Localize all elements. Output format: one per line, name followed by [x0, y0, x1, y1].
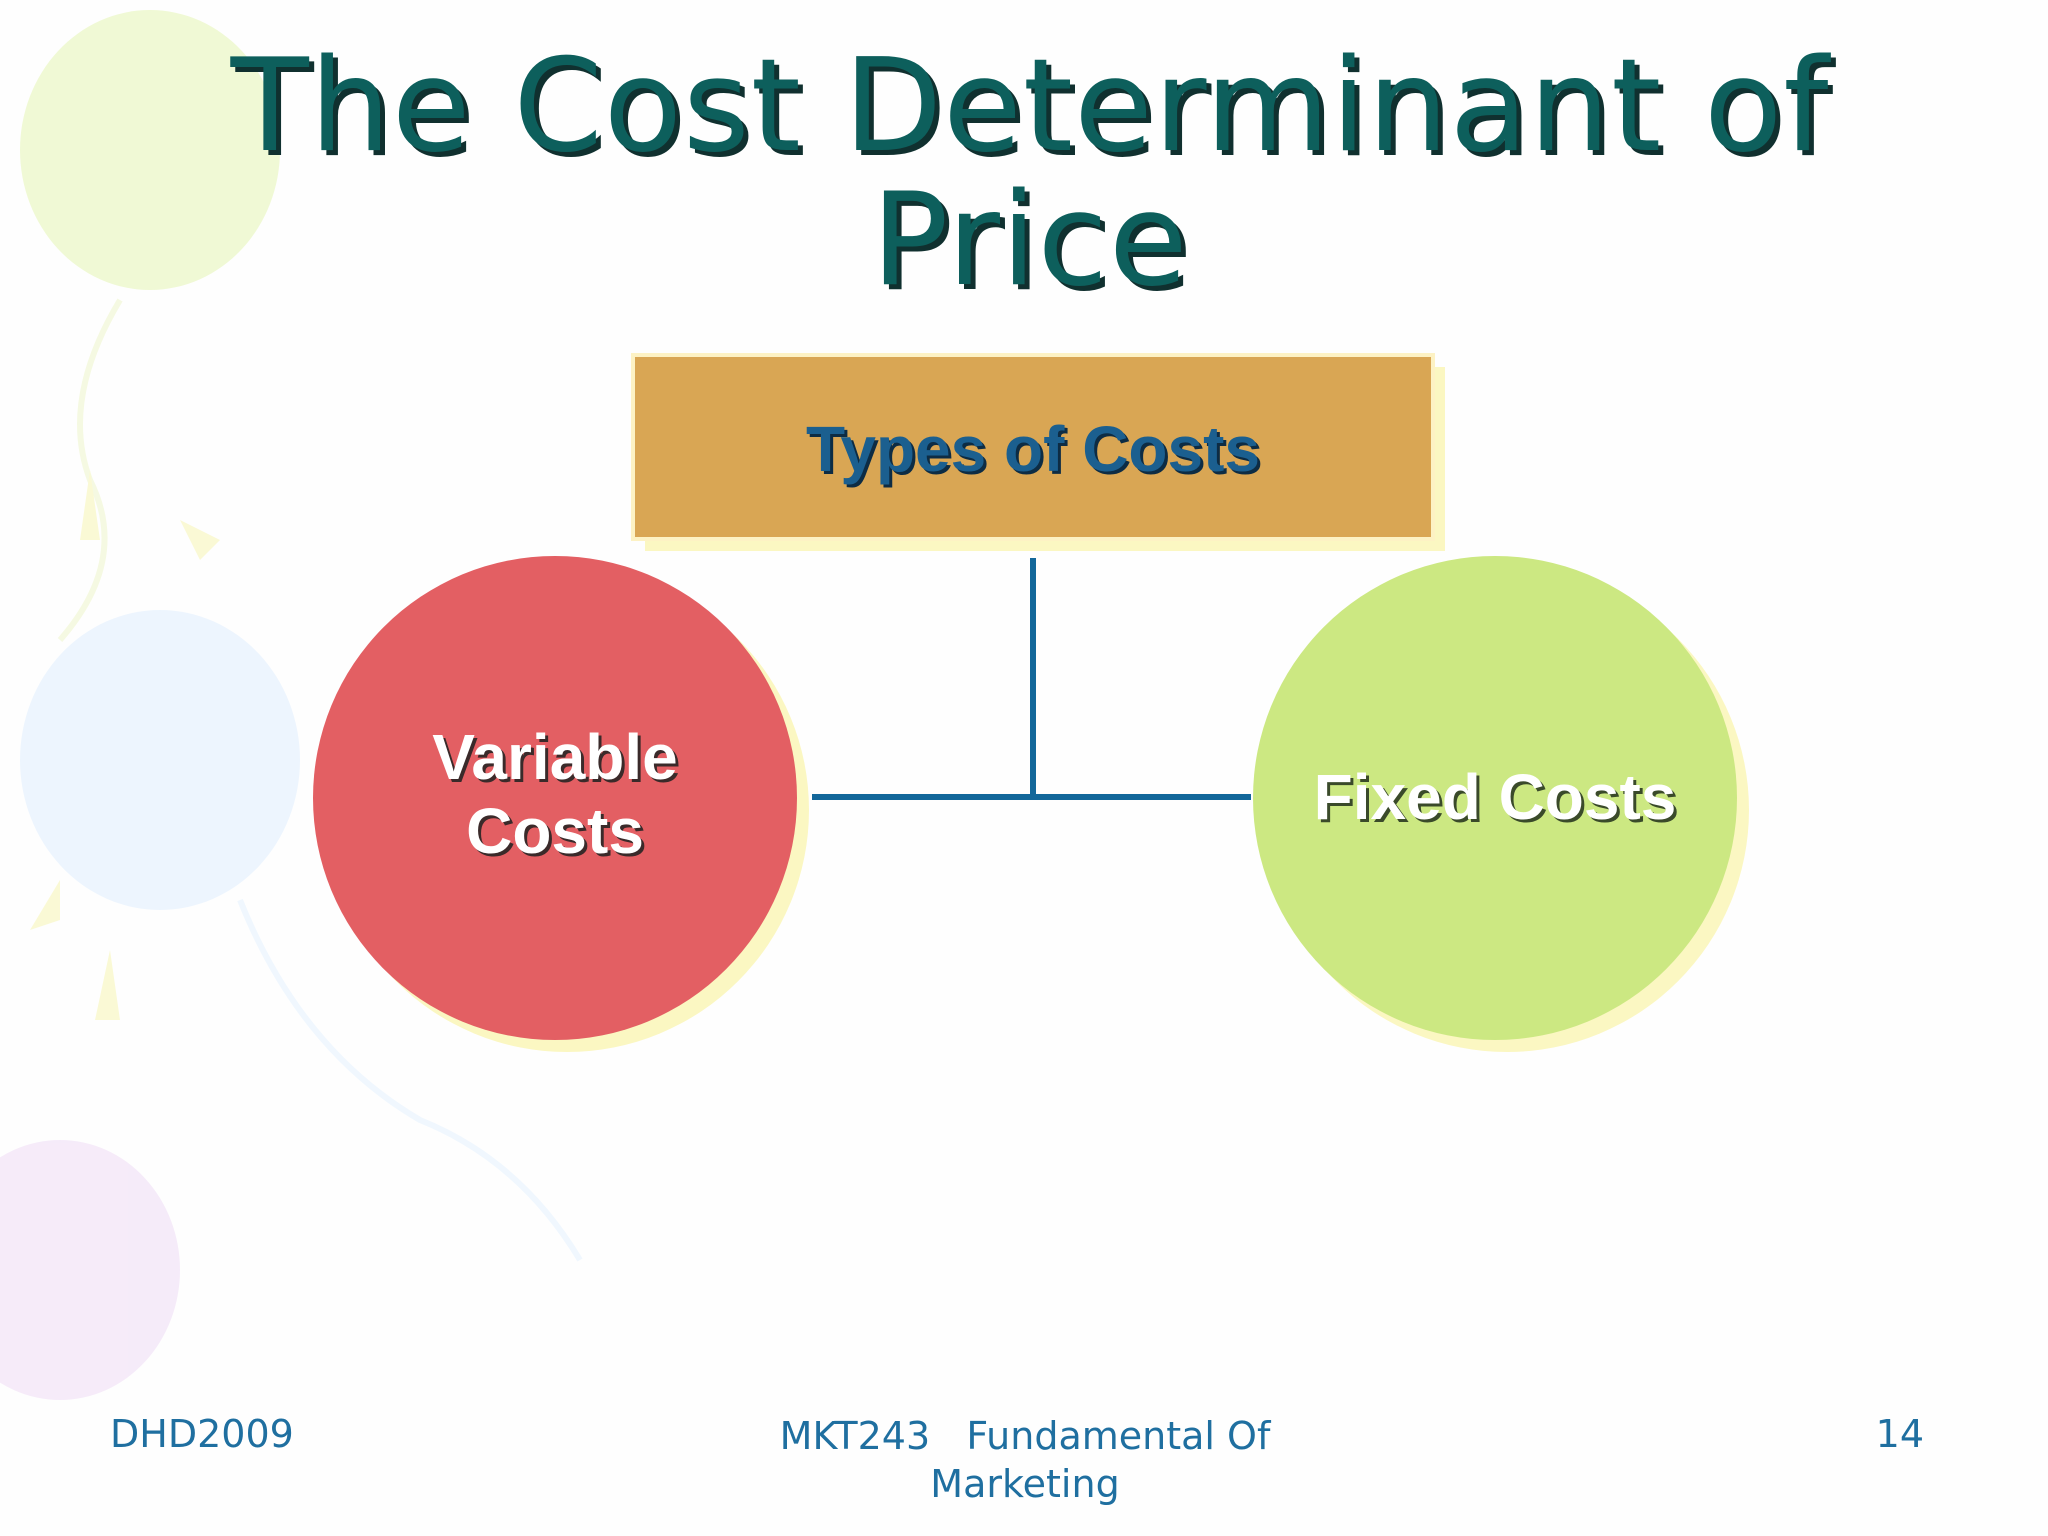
slide-number: 14: [1875, 1412, 1924, 1456]
child-label: Variable Costs: [432, 721, 678, 867]
slide-title: The Cost Determinant of Price: [230, 32, 1830, 315]
child-label: Fixed Costs: [1313, 761, 1677, 833]
footer-left: DHD2009: [110, 1412, 294, 1456]
root-box: [631, 353, 1435, 541]
variable-costs-circle: [313, 556, 797, 1040]
fixed-costs-circle: [1253, 556, 1737, 1040]
root-label: Types of Costs: [806, 413, 1260, 485]
footer-center: MKT243 Fundamental Of Marketing: [779, 1414, 1283, 1506]
balloon-decoration: [0, 10, 583, 1400]
